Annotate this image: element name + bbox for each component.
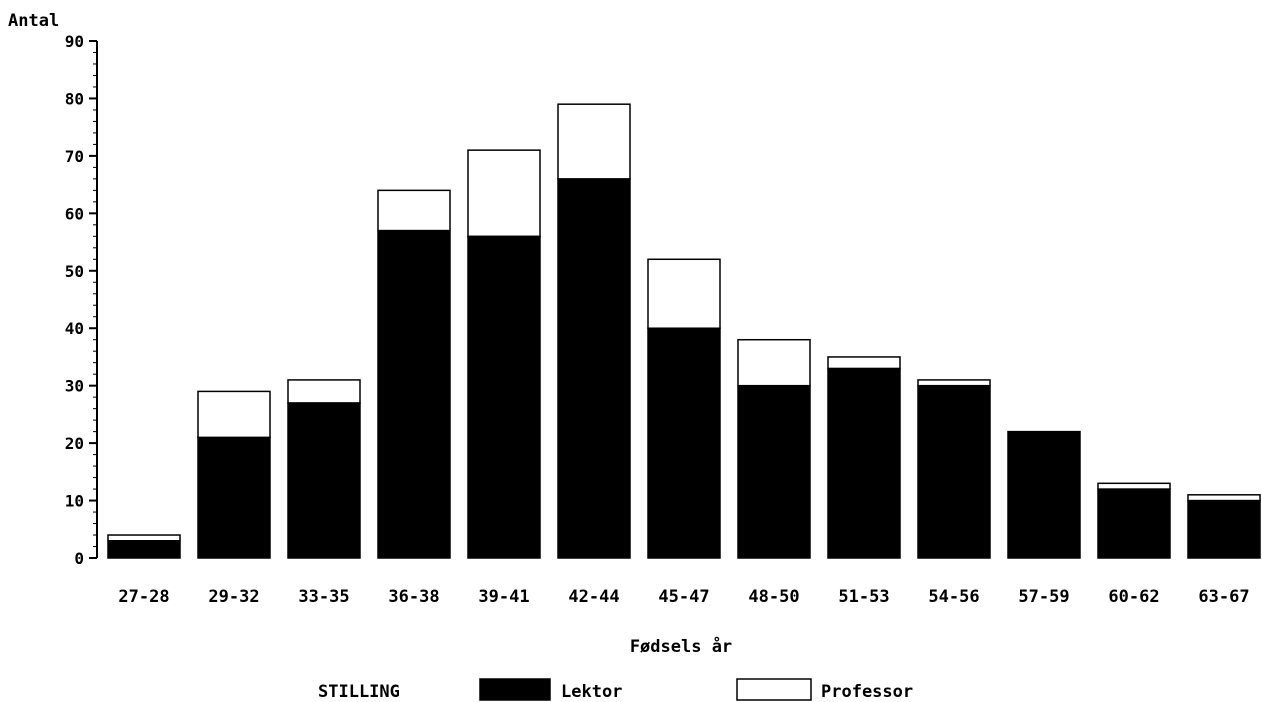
x-tick-label: 60-62 — [1108, 587, 1159, 607]
x-tick-label: 48-50 — [748, 587, 799, 607]
legend-label-lektor: Lektor — [561, 682, 622, 702]
bar-professor-54-56 — [917, 379, 991, 387]
x-tick-label: 54-56 — [928, 587, 979, 607]
bar-lektor-51-53 — [827, 367, 901, 559]
bar-lektor-39-41 — [467, 235, 541, 559]
bar-lektor-57-59 — [1007, 430, 1081, 559]
x-axis-title: Fødsels år — [630, 635, 732, 657]
y-tick-label: 40 — [65, 319, 84, 338]
bar-professor-45-47 — [647, 258, 721, 329]
y-tick-label: 0 — [74, 549, 84, 568]
legend-label-professor: Professor — [821, 682, 913, 702]
bar-lektor-42-44 — [557, 178, 631, 559]
bar-professor-48-50 — [737, 338, 811, 387]
bar-professor-60-62 — [1097, 482, 1171, 490]
bars — [107, 103, 1261, 559]
bar-professor-51-53 — [827, 356, 901, 370]
legend-title: STILLING — [318, 682, 400, 702]
x-axis: 27-28 29-32 33-35 36-38 39-41 42-44 45-47 48-50… — [118, 587, 1249, 607]
x-tick-label: 36-38 — [388, 587, 439, 607]
legend-swatch-lektor — [479, 678, 551, 701]
bar-professor-33-35 — [287, 379, 361, 404]
legend: STILLING Lektor Professor — [318, 678, 913, 702]
y-axis-title: Antal — [8, 11, 59, 31]
bar-lektor-54-56 — [917, 384, 991, 559]
bar-lektor-29-32 — [197, 436, 271, 559]
x-tick-label: 63-67 — [1198, 587, 1249, 607]
bar-lektor-63-67 — [1187, 499, 1261, 559]
bar-professor-27-28 — [107, 534, 181, 542]
x-tick-label: 42-44 — [568, 587, 619, 607]
y-tick-label: 80 — [65, 89, 84, 108]
bar-professor-39-41 — [467, 149, 541, 238]
x-tick-label: 39-41 — [478, 587, 529, 607]
y-tick-label: 50 — [65, 262, 84, 281]
bar-lektor-60-62 — [1097, 488, 1171, 559]
x-tick-label: 51-53 — [838, 587, 889, 607]
y-tick-label: 70 — [65, 147, 84, 166]
bar-lektor-27-28 — [107, 540, 181, 559]
y-tick-label: 30 — [65, 377, 84, 396]
y-tick-label: 20 — [65, 434, 84, 453]
x-tick-label: 27-28 — [118, 587, 169, 607]
legend-swatch-professor — [736, 678, 812, 701]
y-tick-label: 60 — [65, 204, 84, 223]
y-axis: 0 10 20 30 40 50 60 70 80 90 — [65, 32, 98, 568]
bar-professor-42-44 — [557, 103, 631, 180]
x-tick-label: 57-59 — [1018, 587, 1069, 607]
bar-professor-36-38 — [377, 189, 451, 232]
y-tick-label: 90 — [65, 32, 84, 51]
bar-lektor-33-35 — [287, 402, 361, 559]
bar-lektor-36-38 — [377, 229, 451, 559]
x-tick-label: 45-47 — [658, 587, 709, 607]
x-tick-label: 29-32 — [208, 587, 259, 607]
x-tick-label: 33-35 — [298, 587, 349, 607]
y-tick-label: 10 — [65, 492, 84, 511]
bar-lektor-48-50 — [737, 384, 811, 559]
bar-lektor-45-47 — [647, 327, 721, 559]
bar-professor-29-32 — [197, 390, 271, 439]
bar-professor-63-67 — [1187, 494, 1261, 502]
